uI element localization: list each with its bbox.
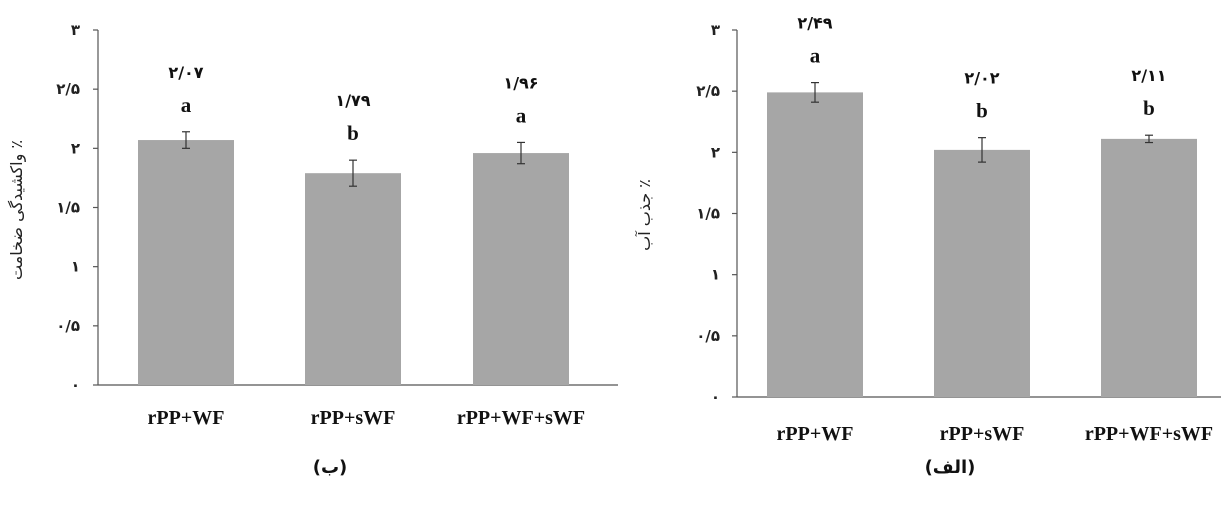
y-tick-label: ۱: [71, 258, 80, 276]
y-tick-label: ۲/۵: [696, 82, 720, 100]
value-label: ۲/۰۷: [168, 63, 203, 82]
y-tick-label: ۱/۵: [56, 199, 80, 217]
x-category-label: rPP+WF+sWF: [457, 407, 585, 429]
y-tick-label: ۰: [71, 376, 80, 394]
significance-letter: b: [347, 121, 359, 145]
chart-panel-alef: جذب آب ٪ (الف) ۰ ۰/۵ ۱ ۱/۵ ۲ ۲/۵ ۳ a ۲/۴۹ rPP+WF b…: [635, 14, 1221, 478]
y-tick-label: ۲: [711, 143, 720, 161]
x-category-label: rPP+WF+sWF: [1085, 423, 1213, 445]
significance-letter: a: [181, 93, 192, 117]
significance-letter: a: [810, 44, 821, 68]
bar: [1101, 138, 1197, 398]
significance-letter: b: [1143, 96, 1155, 120]
x-category-label: rPP+sWF: [940, 423, 1025, 445]
bar: [473, 153, 569, 385]
y-tick-label: ۱: [711, 266, 720, 284]
y-tick-label: ۲/۵: [56, 80, 80, 98]
bar: [138, 140, 234, 385]
bar: [767, 92, 863, 397]
chart-panel-b: واکشیدگی ضخامت ٪ (ب) ۰ ۰/۵ ۱ ۱/۵ ۲ ۲/۵ ۳ a ۲/۰۷ r…: [7, 21, 618, 478]
y-axis-label-b: واکشیدگی ضخامت ٪: [7, 140, 27, 280]
value-label: ۲/۴۹: [797, 14, 832, 33]
y-tick-label: ۰/۵: [56, 317, 80, 335]
value-label: ۱/۷۹: [335, 91, 370, 110]
y-tick-label: ۰/۵: [696, 327, 720, 345]
y-tick-label: ۰: [711, 388, 720, 406]
y-axis-label-alef: جذب آب ٪: [635, 179, 654, 251]
value-label: ۲/۱۱: [1131, 66, 1166, 85]
y-tick-label: ۳: [711, 21, 720, 39]
value-label: ۲/۰۲: [964, 69, 999, 88]
bar: [305, 173, 401, 385]
x-category-label: rPP+WF: [148, 407, 225, 429]
x-category-label: rPP+sWF: [311, 407, 396, 429]
y-tick-label: ۳: [71, 21, 80, 39]
x-category-label: rPP+WF: [777, 423, 854, 445]
significance-letter: a: [516, 103, 527, 127]
y-tick-label: ۱/۵: [696, 205, 720, 223]
panel-label-alef: (الف): [925, 457, 976, 478]
panel-label-b: (ب): [313, 457, 348, 478]
y-tick-label: ۲: [71, 139, 80, 157]
significance-letter: b: [976, 99, 988, 123]
bar: [934, 149, 1030, 397]
value-label: ۱/۹۶: [503, 73, 538, 92]
